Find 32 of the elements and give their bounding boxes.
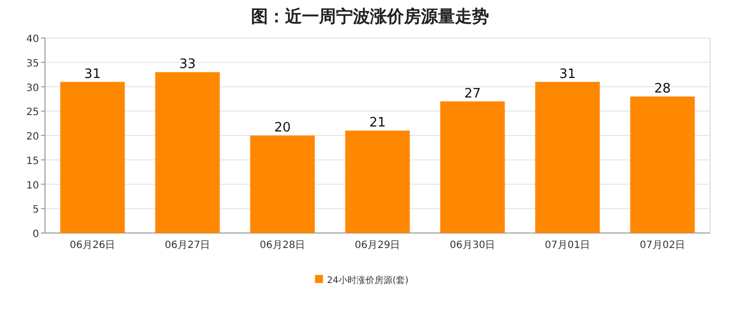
x-tick-label: 07月02日 [640,240,686,251]
x-tick-label: 06月28日 [260,240,306,251]
y-tick-label: 0 [32,229,39,240]
bar [535,82,600,233]
bar [630,96,695,233]
data-label: 21 [369,116,386,131]
y-tick-label: 35 [26,58,39,70]
data-label: 31 [84,66,101,82]
y-tick-label: 25 [26,107,39,118]
y-tick-label: 10 [26,180,39,192]
x-tick-label: 06月27日 [164,240,210,251]
y-tick-label: 5 [32,204,39,216]
data-label: 31 [559,66,576,82]
bar [250,136,315,233]
data-label: 28 [654,82,671,96]
legend-label: 24小时涨价房源(套) [327,275,408,286]
data-label: 27 [464,86,481,102]
x-tick-label: 07月01日 [544,240,590,251]
x-tick-label: 06月26日 [70,240,116,251]
chart-title: 图：近一周宁波涨价房源量走势 [251,7,489,27]
x-tick-label: 06月29日 [354,240,400,251]
y-tick-label: 20 [26,132,39,142]
y-tick-label: 30 [26,82,39,94]
y-tick-label: 15 [26,156,39,167]
y-tick-label: 40 [26,34,39,45]
data-label: 33 [179,57,196,72]
data-label: 20 [274,120,291,136]
bar [440,101,505,233]
bar [345,130,410,233]
x-tick-label: 06月30日 [450,240,496,251]
bar [155,72,220,233]
bar [60,82,125,233]
